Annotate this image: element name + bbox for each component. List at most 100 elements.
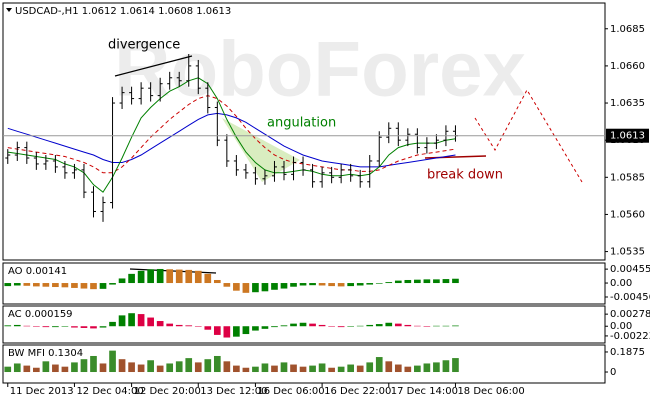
bar xyxy=(166,269,174,284)
bar xyxy=(23,365,31,373)
bar xyxy=(394,280,402,284)
bar xyxy=(80,359,88,373)
bar xyxy=(280,283,288,289)
bar xyxy=(347,326,355,327)
bar xyxy=(366,324,374,327)
bar xyxy=(252,326,259,331)
bar xyxy=(118,315,126,327)
moving-average xyxy=(7,112,456,168)
bar xyxy=(52,326,59,328)
bar xyxy=(309,365,316,373)
annotation: angulation xyxy=(267,116,336,131)
bar xyxy=(52,283,59,288)
bar xyxy=(204,326,212,330)
y-tick-label: 1.0685 xyxy=(610,24,645,35)
bar xyxy=(223,361,231,373)
bar xyxy=(13,283,21,286)
bar xyxy=(175,269,183,284)
mfi-frame xyxy=(2,344,606,384)
bar xyxy=(33,326,40,327)
bar xyxy=(433,279,440,284)
bar xyxy=(261,283,269,292)
bar xyxy=(242,367,250,373)
panel-title: BW MFI 0.1304 xyxy=(8,348,83,359)
bar xyxy=(261,326,269,329)
bar xyxy=(109,321,116,327)
bar xyxy=(299,366,307,373)
bar xyxy=(375,357,383,373)
annotation: divergence xyxy=(108,38,180,53)
bar xyxy=(233,326,240,337)
bar xyxy=(337,283,345,287)
moving-average xyxy=(7,95,456,174)
break-down-line xyxy=(424,155,487,159)
bar xyxy=(385,282,393,284)
y-tick-label: 1.0535 xyxy=(610,247,645,258)
bar xyxy=(375,324,383,327)
bar xyxy=(213,326,221,335)
bar xyxy=(318,363,326,373)
bar xyxy=(166,323,174,327)
bar xyxy=(328,326,335,327)
bar xyxy=(375,283,383,284)
bar xyxy=(318,324,326,327)
bar xyxy=(185,358,193,373)
forecast-path xyxy=(474,88,583,183)
bar xyxy=(128,362,135,373)
bar xyxy=(299,283,307,286)
y-tick-label: -0.00456 xyxy=(610,292,650,303)
bar xyxy=(299,322,307,327)
bar xyxy=(414,279,421,284)
bar xyxy=(118,359,126,373)
panel-title: AC 0.000159 xyxy=(8,309,73,320)
bar xyxy=(442,360,450,373)
bar xyxy=(318,283,326,286)
bar xyxy=(61,366,69,373)
bar xyxy=(61,326,69,327)
bar xyxy=(404,366,412,373)
bar xyxy=(99,363,107,373)
bar xyxy=(156,268,164,284)
bar xyxy=(23,325,31,327)
y-tick-label: 0.00 xyxy=(610,278,632,289)
x-tick-label: 12 Dec 20:00 xyxy=(134,386,201,397)
bar xyxy=(99,326,107,328)
bar xyxy=(337,366,345,373)
bar xyxy=(175,324,183,327)
y-tick-label: 1.0585 xyxy=(610,172,645,183)
y-tick-label: 0.00455 xyxy=(610,264,650,275)
bar xyxy=(404,279,412,284)
bar xyxy=(290,323,297,327)
bar xyxy=(147,317,154,327)
bar xyxy=(385,361,393,373)
bar xyxy=(80,326,88,328)
bar xyxy=(33,283,40,287)
bar xyxy=(233,283,240,291)
bar xyxy=(52,364,59,373)
bar xyxy=(194,362,202,373)
bar xyxy=(337,326,345,328)
bar xyxy=(194,326,202,327)
bar xyxy=(252,283,259,293)
bar xyxy=(4,283,12,287)
y-tick-label: 1.0660 xyxy=(610,61,645,72)
bar xyxy=(271,283,278,290)
x-tick-label: 11 Dec 2013 xyxy=(10,386,74,397)
angulation-area xyxy=(222,118,300,182)
bar xyxy=(366,362,374,373)
bar xyxy=(261,363,269,373)
x-tick-label: 16 Dec 06:00 xyxy=(257,386,324,397)
bar xyxy=(90,326,97,329)
bar xyxy=(423,279,431,284)
bar xyxy=(271,365,278,373)
bar xyxy=(13,363,21,373)
bar xyxy=(414,365,421,373)
x-tick-label: 16 Dec 22:00 xyxy=(324,386,391,397)
annotation: break down xyxy=(427,168,503,183)
bar xyxy=(156,365,164,373)
bar xyxy=(242,326,250,335)
x-tick-label: 13 Dec 12:00 xyxy=(200,386,267,397)
bar xyxy=(137,270,145,284)
